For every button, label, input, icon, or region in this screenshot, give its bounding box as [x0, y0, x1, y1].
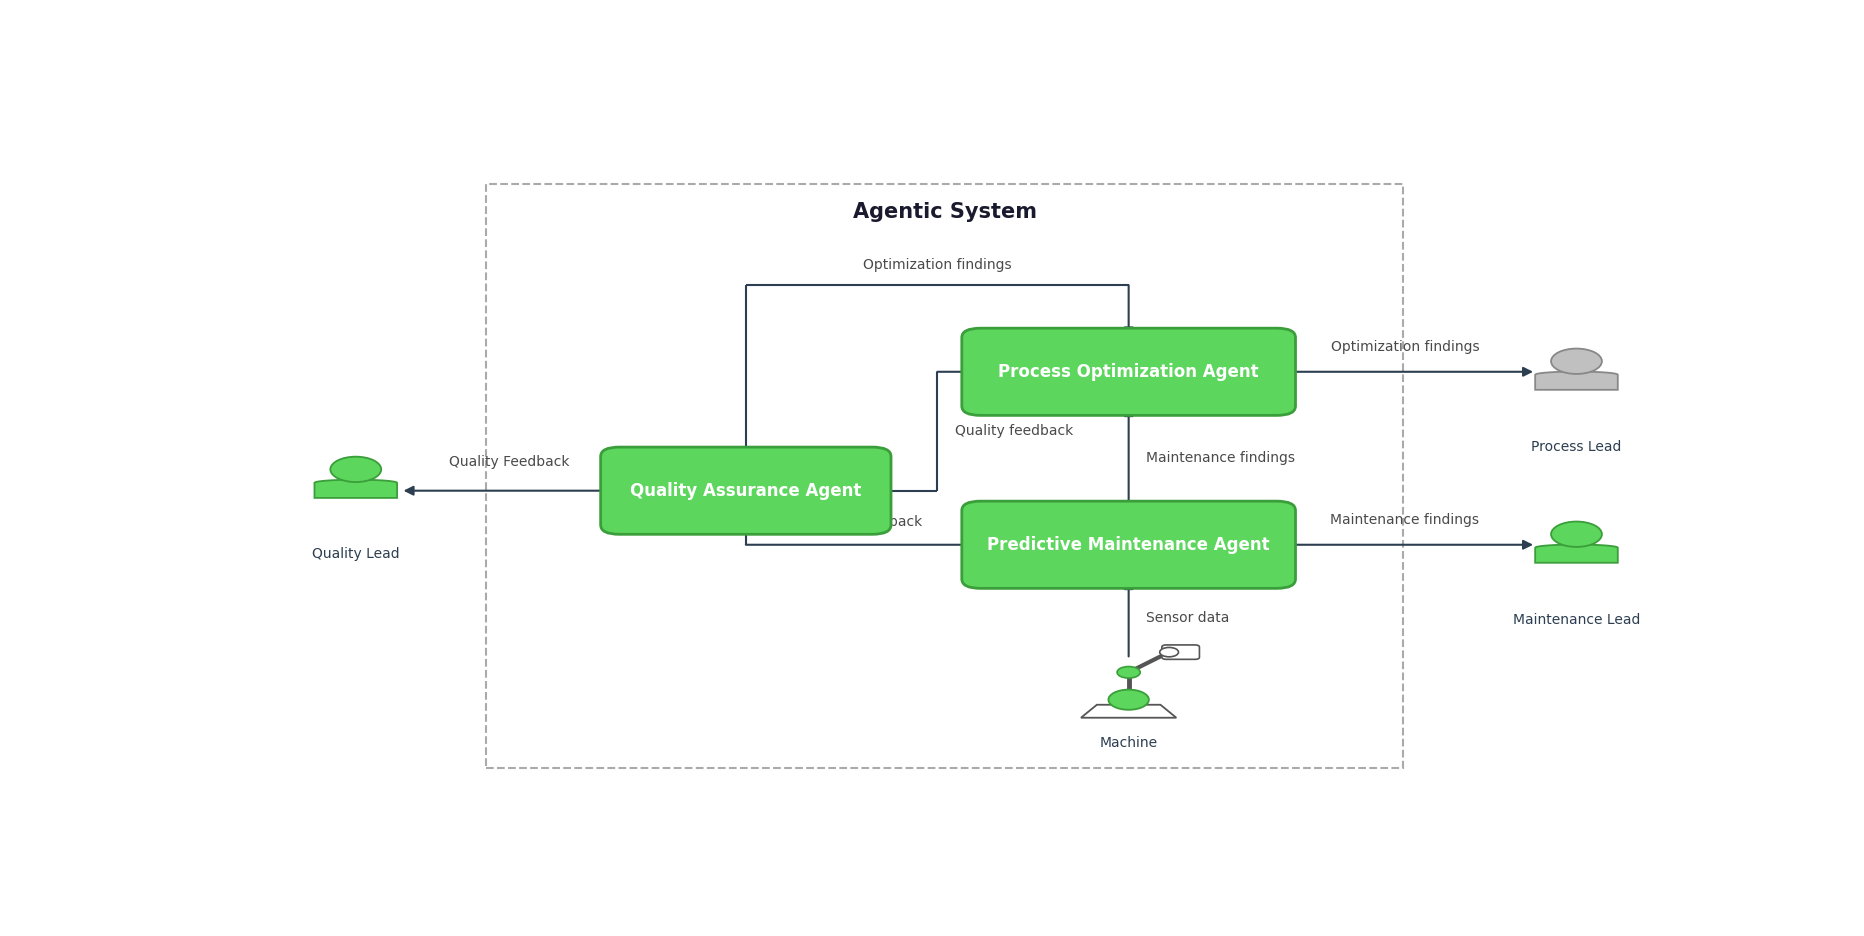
- Text: Predictive Maintenance Agent: Predictive Maintenance Agent: [988, 535, 1269, 554]
- Text: Optimization findings: Optimization findings: [863, 258, 1012, 272]
- Polygon shape: [315, 479, 397, 498]
- Text: Maintenance Lead: Maintenance Lead: [1514, 613, 1640, 627]
- Circle shape: [1117, 666, 1141, 678]
- Text: Maintenance findings: Maintenance findings: [1146, 451, 1295, 465]
- FancyBboxPatch shape: [962, 329, 1295, 416]
- Text: Quality Lead: Quality Lead: [311, 547, 399, 561]
- Text: Quality Assurance Agent: Quality Assurance Agent: [630, 482, 861, 500]
- Text: Quality Feedback: Quality Feedback: [449, 455, 570, 469]
- Polygon shape: [1081, 705, 1176, 718]
- Text: Quality feedback: Quality feedback: [954, 424, 1074, 438]
- Circle shape: [330, 457, 382, 482]
- FancyBboxPatch shape: [962, 501, 1295, 589]
- Circle shape: [1109, 690, 1148, 709]
- FancyBboxPatch shape: [600, 447, 891, 534]
- Bar: [487, 184, 1404, 768]
- Text: Process Optimization Agent: Process Optimization Agent: [999, 363, 1258, 381]
- Circle shape: [1551, 348, 1601, 374]
- FancyBboxPatch shape: [1161, 645, 1199, 659]
- Circle shape: [1551, 521, 1601, 547]
- Polygon shape: [1536, 545, 1618, 563]
- Text: Quality feedback: Quality feedback: [803, 515, 923, 529]
- Text: Machine: Machine: [1100, 736, 1158, 750]
- Text: Optimization findings: Optimization findings: [1331, 340, 1480, 354]
- Text: Agentic System: Agentic System: [854, 202, 1036, 223]
- Text: Process Lead: Process Lead: [1532, 440, 1622, 454]
- Text: Maintenance findings: Maintenance findings: [1331, 513, 1480, 527]
- Circle shape: [1159, 648, 1178, 657]
- Polygon shape: [1536, 372, 1618, 389]
- Text: Sensor data: Sensor data: [1146, 610, 1230, 624]
